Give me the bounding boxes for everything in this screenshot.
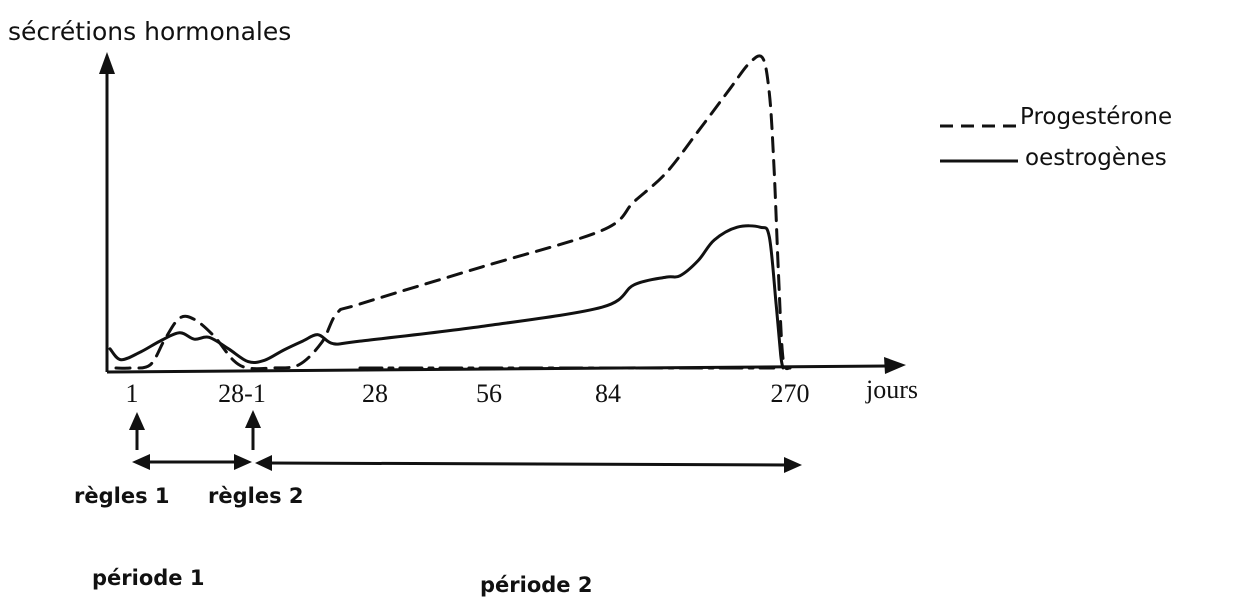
x-tick-label: 28-1 [218,379,266,408]
series-curves [108,54,792,371]
regles-1-arrow-icon [129,412,145,430]
period-annotations: règles 1 règles 2 période 1 période 2 [74,410,802,597]
periode-2-label: période 2 [480,573,592,597]
regles-2-label: règles 2 [208,484,304,508]
periode-2-span [267,461,789,467]
legend: Progestérone oestrogènes [940,104,1172,171]
x-tick-label: 84 [595,379,621,408]
y-axis-arrow-icon [99,52,115,74]
series-line-progest-rone [114,54,792,371]
x-axis-label: jours [865,375,918,404]
regles-1-label: règles 1 [74,484,170,508]
periode-1-right-arrow-icon [234,454,252,470]
periode-1-left-arrow-icon [132,454,150,470]
x-tick-label: 270 [771,379,810,408]
x-tick-label: 1 [126,379,139,408]
periode-2-left-arrow-icon [255,455,272,471]
series-line-oestrog-nes [108,224,785,370]
x-tick-labels: 1 28-1 28 56 84 270 [126,379,810,408]
x-axis-arrow-icon [884,357,906,374]
legend-label-progesterone: Progestérone [1020,104,1172,130]
x-tick-label: 56 [476,379,502,408]
regles-2-arrow-icon [245,410,261,428]
legend-label-oestrogenes: oestrogènes [1025,145,1167,171]
y-axis-label: sécrétions hormonales [8,17,291,46]
periode-1-label: période 1 [92,566,204,590]
x-tick-label: 28 [362,379,388,408]
periode-2-right-arrow-icon [784,457,802,473]
